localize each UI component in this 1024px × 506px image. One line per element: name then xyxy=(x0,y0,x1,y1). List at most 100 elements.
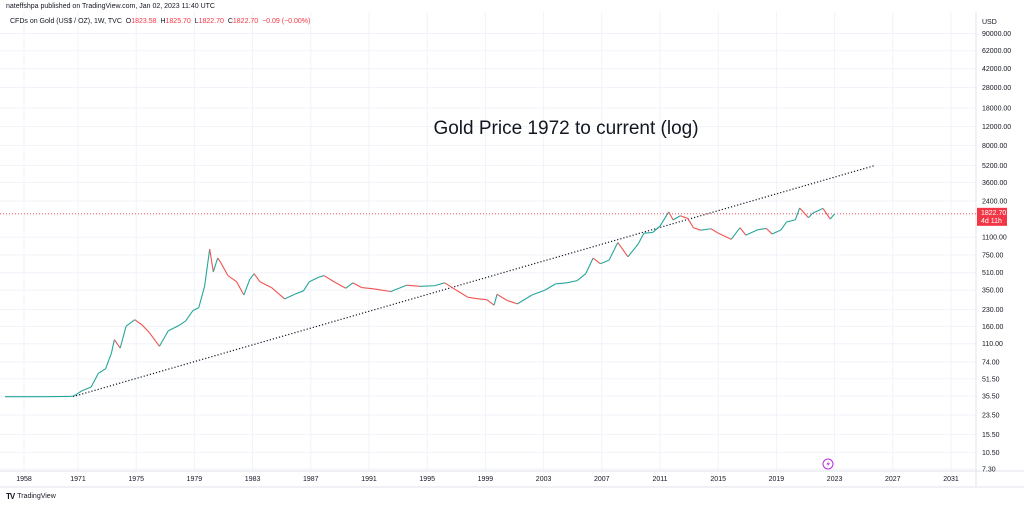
price-segment xyxy=(637,232,645,245)
time-axis[interactable]: 1958 1971 1975 1979 1983 1987 1991 1995 1999 2003… xyxy=(16,476,959,483)
price-segment xyxy=(333,281,346,289)
price-segment xyxy=(284,293,296,300)
price-segment xyxy=(192,307,200,312)
price-segment xyxy=(745,229,758,236)
lightning-icon xyxy=(826,460,830,468)
price-segment xyxy=(373,288,391,293)
y-tick-label: 51.50 xyxy=(982,376,1000,383)
price-segment xyxy=(507,299,518,305)
price-segment xyxy=(531,289,546,296)
y-tick-label: 1100.00 xyxy=(982,235,1007,242)
x-tick-label: 1979 xyxy=(187,476,203,483)
price-segment xyxy=(687,218,694,229)
bar-countdown: 4d 11h xyxy=(981,218,1002,225)
price-segment xyxy=(125,319,136,327)
x-tick-label: 1999 xyxy=(478,476,494,483)
price-segment xyxy=(652,225,661,233)
price-segment xyxy=(249,273,255,280)
price-segment xyxy=(799,207,809,218)
x-tick-label: 2011 xyxy=(652,476,667,483)
y-tick-label: 750.00 xyxy=(982,252,1004,259)
y-tick-label: 350.00 xyxy=(982,288,1004,295)
y-tick-label: 2400.00 xyxy=(982,199,1007,206)
price-segment xyxy=(710,228,719,234)
y-tick-label: 5200.00 xyxy=(982,163,1007,170)
price-segment xyxy=(478,298,487,301)
price-segment xyxy=(259,281,272,289)
price-segment xyxy=(105,352,112,369)
price-segment xyxy=(780,221,788,231)
price-segment xyxy=(627,243,639,258)
price-segment xyxy=(700,228,712,231)
price-segment xyxy=(717,232,732,240)
x-tick-label: 1995 xyxy=(419,476,435,483)
price-segment xyxy=(294,290,304,295)
price-segment xyxy=(829,213,836,220)
price-series xyxy=(5,207,836,398)
x-tick-label: 2023 xyxy=(827,476,843,483)
price-segment xyxy=(345,282,354,289)
price-segment xyxy=(361,287,374,290)
price-segment xyxy=(419,285,435,287)
price-segment xyxy=(317,275,325,279)
x-tick-label: 1958 xyxy=(16,476,32,483)
price-segment xyxy=(496,293,508,301)
price-segment xyxy=(693,227,701,231)
price-segment xyxy=(217,257,222,263)
price-segment xyxy=(608,242,619,261)
price-segment xyxy=(148,332,160,347)
price-segment xyxy=(794,207,801,221)
y-tick-label: 35.50 xyxy=(982,394,1000,401)
price-segment xyxy=(98,368,106,374)
x-tick-label: 1987 xyxy=(303,476,319,483)
price-segment xyxy=(141,324,150,333)
event-icon[interactable] xyxy=(822,458,834,470)
price-segment xyxy=(730,227,741,240)
y-tick-label: 110.00 xyxy=(982,341,1003,348)
close-label: C xyxy=(227,18,233,25)
price-segment xyxy=(212,257,219,273)
price-segment xyxy=(76,390,83,395)
x-tick-label: 1975 xyxy=(128,476,144,483)
price-segment xyxy=(271,287,285,300)
price-segment xyxy=(178,320,186,327)
price-segment xyxy=(643,231,653,234)
x-tick-label: 1991 xyxy=(361,476,377,483)
y-tick-label: 3600.00 xyxy=(982,180,1007,187)
price-axis-unit: USD xyxy=(982,19,997,26)
high-value: 1825.70 xyxy=(165,18,191,25)
low-value: 1822.70 xyxy=(198,18,224,25)
price-segment xyxy=(434,282,445,287)
y-tick-label: 90000.00 xyxy=(982,31,1011,38)
symbol-name[interactable]: CFDs on Gold (US$ / OZ), 1W, TVC xyxy=(10,18,122,25)
price-segment xyxy=(585,257,594,274)
price-segment xyxy=(227,275,237,283)
price-segment xyxy=(672,215,681,221)
price-segment xyxy=(134,319,143,326)
low-label: L xyxy=(194,18,199,25)
price-segment xyxy=(517,294,533,305)
price-segment xyxy=(555,282,567,285)
price-axis[interactable]: 90000.00 62000.00 42000.00 28000.00 18000.00… xyxy=(982,31,1011,474)
price-segment xyxy=(486,299,495,306)
current-price-value: 1822.70 xyxy=(981,210,1006,217)
x-tick-label: 2015 xyxy=(710,476,726,483)
price-segment xyxy=(765,228,773,235)
trendline[interactable] xyxy=(72,165,875,398)
price-segment xyxy=(668,211,674,221)
price-segment xyxy=(812,207,824,214)
grid xyxy=(0,12,976,471)
price-segment xyxy=(659,211,670,227)
price-segment xyxy=(90,373,99,388)
price-segment xyxy=(253,273,261,283)
price-segment xyxy=(119,326,127,349)
x-tick-label: 2019 xyxy=(769,476,785,483)
price-segment xyxy=(739,227,747,236)
close-value: 1822.70 xyxy=(232,18,259,25)
price-segment xyxy=(309,277,319,283)
price-segment xyxy=(566,280,578,284)
publisher-line: nateffshpa published on TradingView.com,… xyxy=(6,3,215,10)
price-segment xyxy=(82,386,92,391)
tradingview-logo[interactable]: TV TradingView xyxy=(6,492,56,501)
